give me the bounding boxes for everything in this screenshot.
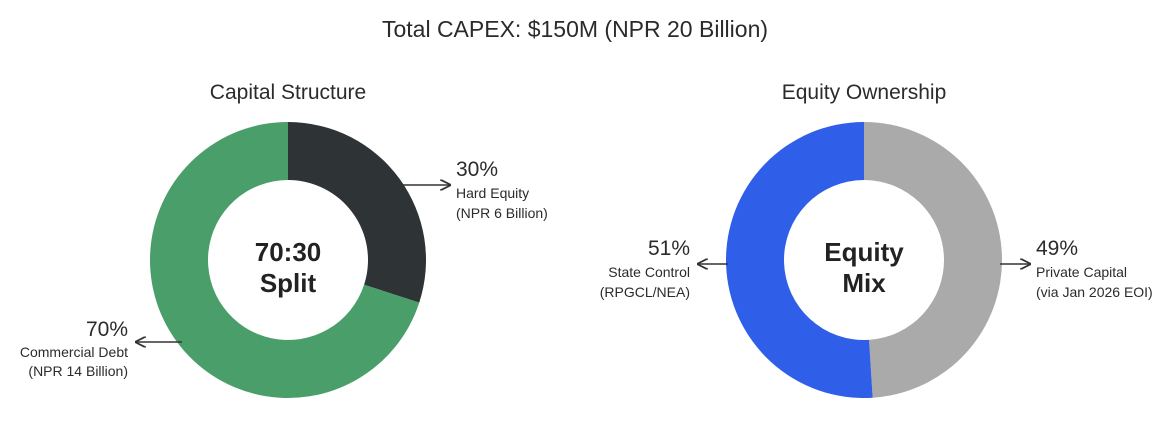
commercial-debt-label: Commercial Debt xyxy=(20,344,128,360)
state-control-sublabel: (RPGCL/NEA) xyxy=(600,284,690,300)
state-control-label: State Control xyxy=(608,264,690,280)
state-control-pct: 51% xyxy=(648,237,690,260)
commercial-debt-pct: 70% xyxy=(86,318,128,341)
commercial-debt-slice xyxy=(150,122,420,399)
capital-center-line-1: 70:30 xyxy=(255,237,322,267)
private-capital-sublabel: (via Jan 2026 EOI) xyxy=(1036,284,1153,300)
hard-equity-sublabel: (NPR 6 Billion) xyxy=(456,205,548,221)
private-capital-label: Private Capital xyxy=(1036,264,1127,280)
capital-center-line-2: Split xyxy=(260,268,317,298)
hard-equity-pct: 30% xyxy=(456,158,498,181)
hard-equity-label: Hard Equity xyxy=(456,185,529,201)
equity-center-line-2: Mix xyxy=(842,268,886,298)
main-title: Total CAPEX: $150M (NPR 20 Billion) xyxy=(382,16,768,42)
equity-ownership-title: Equity Ownership xyxy=(782,81,947,104)
hard-equity-slice xyxy=(288,122,426,303)
commercial-debt-sublabel: (NPR 14 Billion) xyxy=(28,363,128,379)
equity-ownership-chart: Equity Ownership Equity Mix 49% Private … xyxy=(600,81,1153,398)
capital-structure-chart: Capital Structure 70:30 Split 30% Hard E… xyxy=(20,81,548,399)
private-capital-pct: 49% xyxy=(1036,237,1078,260)
private-capital-slice xyxy=(864,122,1003,398)
equity-center-line-1: Equity xyxy=(824,237,904,267)
state-control-slice xyxy=(726,122,873,398)
capital-structure-title: Capital Structure xyxy=(210,81,366,104)
